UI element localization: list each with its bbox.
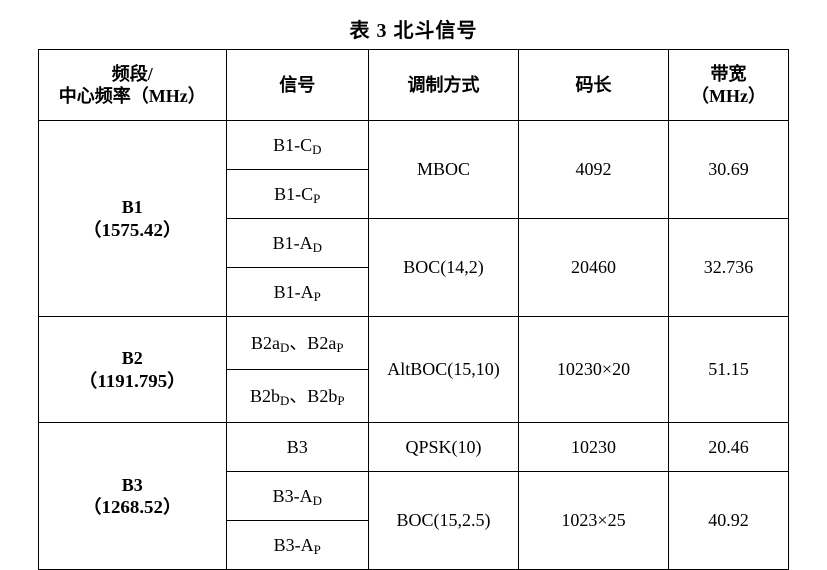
row-b1-1: B1（1575.42） B1-CD MBOC 4092 30.69 — [39, 121, 789, 170]
row-b3-1: B3（1268.52） B3 QPSK(10) 10230 20.46 — [39, 423, 789, 472]
band-b3: B3（1268.52） — [39, 423, 227, 570]
hdr-signal: 信号 — [226, 50, 369, 121]
codelen-cell: 1023×25 — [519, 472, 669, 570]
table-title: 表 3 北斗信号 — [38, 14, 789, 43]
band-b2: B2（1191.795） — [39, 317, 227, 423]
signal-cell: B1-CD — [226, 121, 369, 170]
signal-cell: B3 — [226, 423, 369, 472]
codelen-cell: 4092 — [519, 121, 669, 219]
codelen-cell: 10230 — [519, 423, 669, 472]
codelen-cell: 20460 — [519, 219, 669, 317]
bandwidth-cell: 32.736 — [669, 219, 789, 317]
hdr-band: 频段/中心频率（MHz） — [39, 50, 227, 121]
bandwidth-cell: 30.69 — [669, 121, 789, 219]
bandwidth-cell: 20.46 — [669, 423, 789, 472]
signal-cell: B2aD、B2aP — [226, 317, 369, 370]
hdr-modulation: 调制方式 — [369, 50, 519, 121]
modulation-cell: BOC(15,2.5) — [369, 472, 519, 570]
signal-cell: B2bD、B2bP — [226, 370, 369, 423]
signal-cell: B1-CP — [226, 170, 369, 219]
bandwidth-cell: 51.15 — [669, 317, 789, 423]
modulation-cell: BOC(14,2) — [369, 219, 519, 317]
modulation-cell: QPSK(10) — [369, 423, 519, 472]
signal-cell: B3-AD — [226, 472, 369, 521]
beidou-signals-table: 频段/中心频率（MHz） 信号 调制方式 码长 带宽（MHz） B1（1575.… — [38, 49, 789, 570]
signal-cell: B3-AP — [226, 521, 369, 570]
row-b2-1: B2（1191.795） B2aD、B2aP AltBOC(15,10) 102… — [39, 317, 789, 370]
modulation-cell: MBOC — [369, 121, 519, 219]
band-b1: B1（1575.42） — [39, 121, 227, 317]
hdr-codelen: 码长 — [519, 50, 669, 121]
codelen-cell: 10230×20 — [519, 317, 669, 423]
signal-cell: B1-AP — [226, 268, 369, 317]
hdr-bandwidth: 带宽（MHz） — [669, 50, 789, 121]
header-row: 频段/中心频率（MHz） 信号 调制方式 码长 带宽（MHz） — [39, 50, 789, 121]
signal-cell: B1-AD — [226, 219, 369, 268]
bandwidth-cell: 40.92 — [669, 472, 789, 570]
modulation-cell: AltBOC(15,10) — [369, 317, 519, 423]
